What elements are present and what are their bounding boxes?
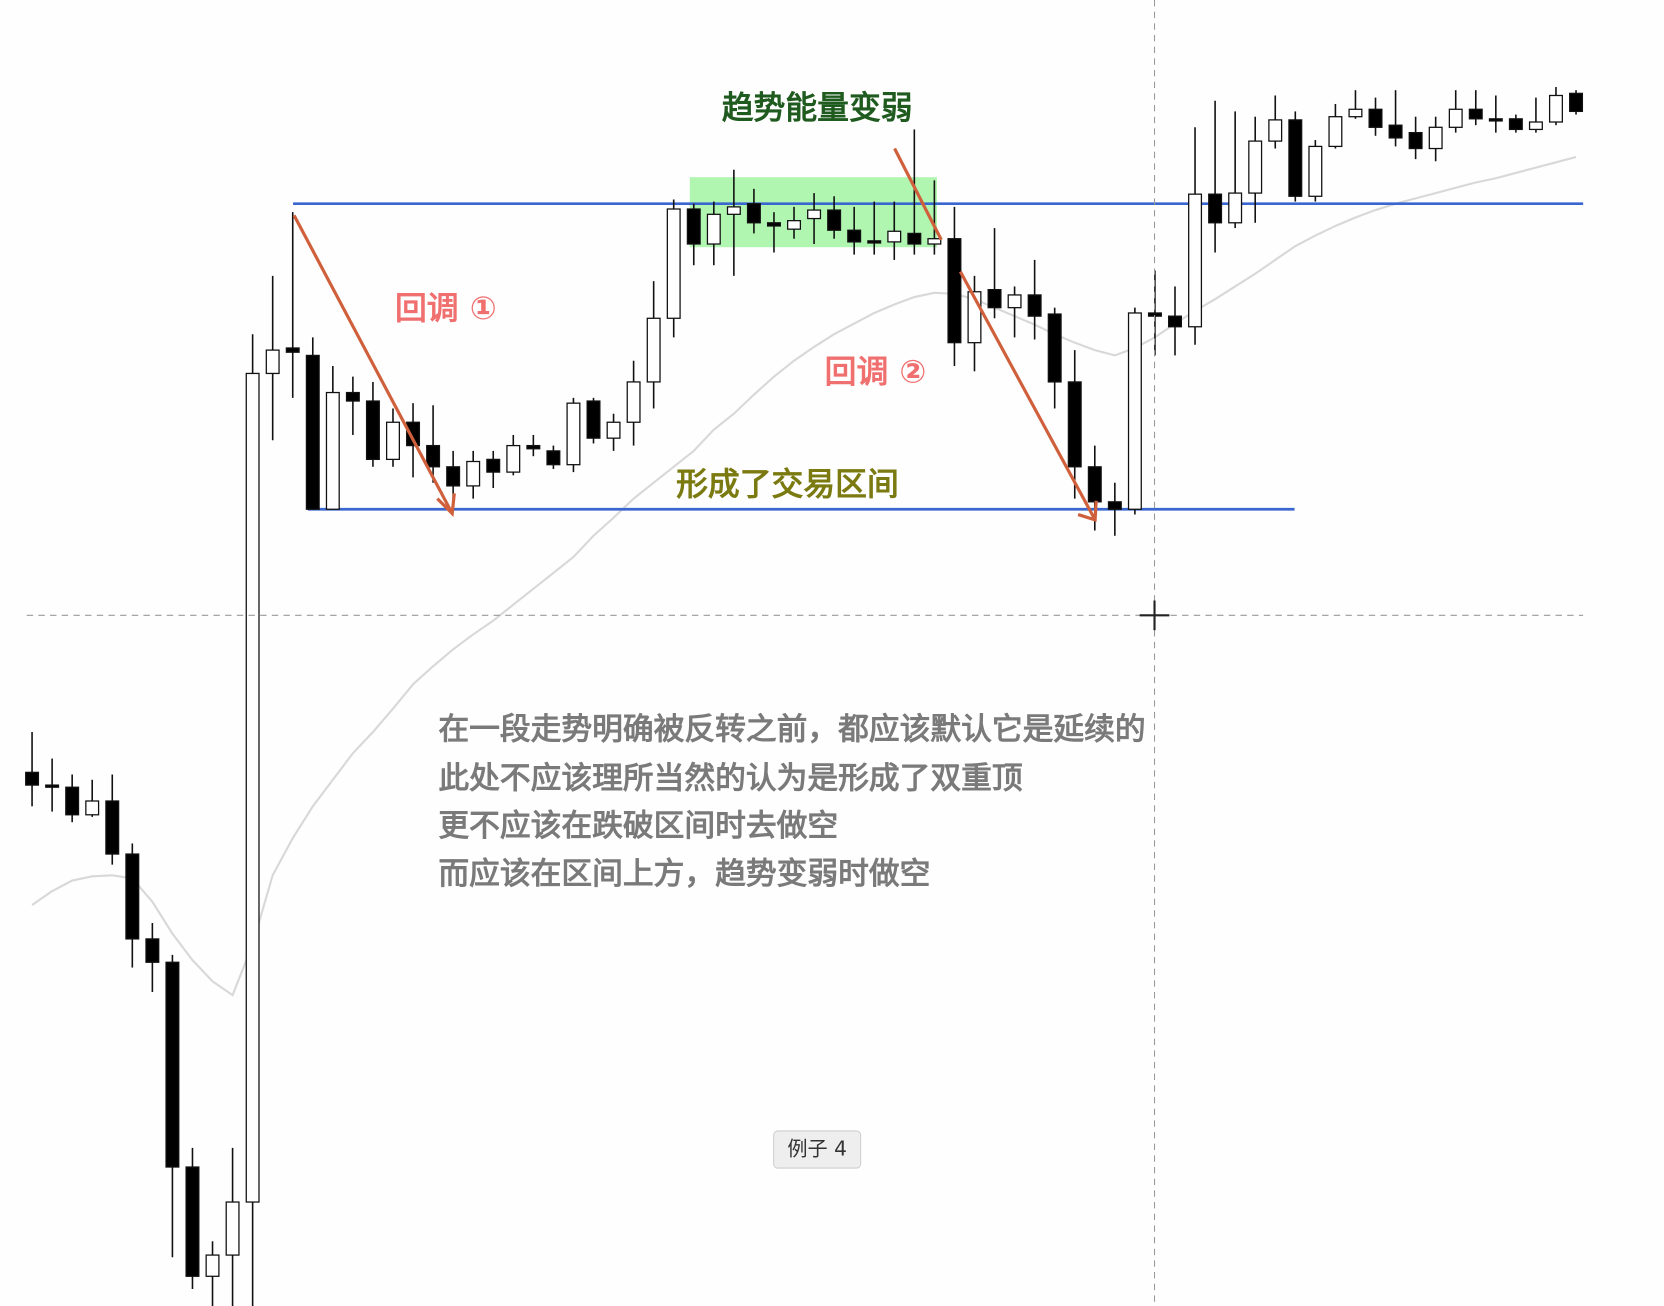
candle-body	[1248, 140, 1263, 194]
button-label[interactable]: 例子 4	[787, 1137, 846, 1161]
candle-body	[406, 421, 421, 447]
candle-body	[1428, 126, 1443, 150]
candle-body	[205, 1254, 220, 1277]
candle-body	[325, 391, 340, 510]
candle-body	[365, 400, 380, 461]
candle-body	[827, 209, 842, 231]
candle-body	[566, 402, 581, 466]
arrow	[292, 214, 456, 517]
candle-body	[1569, 92, 1584, 113]
candle-body	[285, 347, 300, 353]
candle-body	[726, 206, 741, 215]
candle-body	[1508, 118, 1523, 131]
annotation: 回调 ②	[825, 352, 927, 390]
candle-body	[265, 349, 280, 375]
cursor	[1139, 600, 1170, 631]
candle-body	[1528, 121, 1543, 131]
candle-body	[1348, 108, 1363, 118]
candle-body	[1067, 381, 1082, 468]
candle-body	[606, 421, 621, 439]
candle-body	[686, 208, 701, 245]
candle-body	[426, 444, 441, 468]
candle-body	[345, 391, 360, 402]
candle-body	[1268, 119, 1283, 142]
candle-body	[25, 771, 40, 786]
note-line: 在一段走势明确被反转之前，都应该默认它是延续的	[438, 711, 1145, 747]
candle-body	[385, 421, 400, 461]
candle-body	[165, 961, 180, 1168]
candle-body	[185, 1166, 200, 1277]
candle-body	[1448, 108, 1463, 128]
candle-body	[1208, 193, 1223, 224]
note-line: 此处不应该理所当然的认为是形成了双重顶	[438, 760, 1023, 796]
note-line: 更不应该在跌破区间时去做空	[438, 808, 838, 844]
candle-body	[85, 800, 100, 816]
candle-body	[907, 232, 922, 245]
candle-body	[1468, 108, 1483, 120]
candle-body	[1107, 501, 1122, 510]
candle-body	[887, 230, 902, 243]
candle-body	[145, 938, 160, 963]
candle-body	[746, 203, 761, 224]
candle-body	[245, 372, 260, 1203]
candle-body	[466, 460, 481, 487]
moving-average	[31, 155, 1577, 997]
candle-body	[586, 400, 601, 439]
candle-body	[125, 853, 140, 940]
candle-body	[1488, 118, 1503, 122]
candle-body	[1167, 315, 1182, 328]
note-line: 而应该在区间上方，趋势变弱时做空	[438, 856, 930, 892]
candle-body	[807, 209, 822, 220]
candle-body	[1087, 466, 1102, 503]
candle-body	[766, 222, 781, 227]
candle-body	[1047, 313, 1062, 383]
candle-body	[225, 1201, 240, 1256]
candle-body	[105, 800, 120, 855]
candle-body	[1027, 294, 1042, 317]
plot	[25, 86, 1584, 1306]
candle-body	[526, 444, 541, 450]
button-bg[interactable]	[773, 1130, 862, 1169]
candle-body	[305, 354, 320, 510]
candle-body	[446, 466, 461, 487]
candle-body	[927, 238, 942, 245]
candle-body	[1328, 116, 1343, 148]
candle-body	[1188, 193, 1203, 328]
candle-body	[787, 220, 802, 230]
candle-body	[65, 786, 80, 816]
candle-body	[847, 229, 862, 243]
candle-body	[506, 444, 521, 473]
candle-body	[1288, 119, 1303, 197]
annotation: 趋势能量变弱	[722, 88, 913, 126]
candle-body	[1548, 94, 1563, 123]
candle-body	[45, 784, 60, 788]
candle-body	[626, 381, 641, 423]
annotation: 形成了交易区间	[676, 465, 899, 503]
candle-body	[646, 317, 661, 383]
candle-body	[546, 450, 561, 466]
candle-body	[1228, 192, 1243, 224]
candle-body	[987, 288, 1002, 309]
candle-body	[1007, 294, 1022, 309]
arrow	[893, 147, 943, 241]
arrows	[292, 147, 1098, 522]
candle-body	[1308, 145, 1323, 197]
candle-body	[947, 238, 962, 344]
candle-body	[706, 213, 721, 245]
example-button[interactable]: 例子 4	[773, 1130, 862, 1169]
annotation: 回调 ①	[395, 289, 497, 327]
candle-body	[1388, 124, 1403, 139]
candle-body	[486, 458, 501, 473]
candle-body	[666, 208, 681, 319]
candle-body	[1368, 108, 1383, 128]
candle-body	[1408, 131, 1423, 150]
candle-body	[867, 240, 882, 244]
candle-body	[1127, 312, 1142, 510]
arrow	[958, 270, 1098, 522]
